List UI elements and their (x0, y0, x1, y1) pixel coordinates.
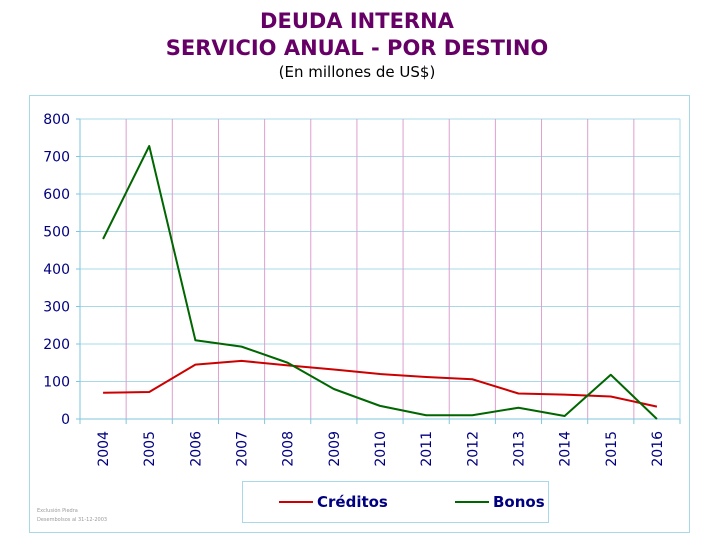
y-tick-label: 200 (43, 337, 70, 353)
y-tick-label: 600 (43, 187, 70, 203)
y-axis-ticks: 0 100 200 300 400 500 600 700 800 (43, 112, 80, 428)
series-lines (102, 145, 658, 420)
y-tick-label: 0 (61, 412, 70, 428)
legend-label-creditos: Créditos (317, 493, 388, 511)
x-tick-label: 2005 (142, 431, 158, 467)
y-tick-label: 100 (43, 375, 70, 391)
series-line-creditos (103, 359, 658, 408)
legend-label-bonos: Bonos (493, 493, 545, 511)
y-tick-label: 700 (43, 150, 70, 166)
y-tick-label: 400 (43, 262, 70, 278)
x-tick-label: 2013 (511, 431, 527, 467)
chart-title-line-2: SERVICIO ANUAL - POR DESTINO (165, 36, 549, 60)
x-tick-label: 2012 (465, 431, 481, 467)
chart-subtitle: (En millones de US$) (278, 63, 436, 81)
series-line-bonos (102, 145, 658, 420)
source-note-line-2: Desembolsos al 31-12-2003 (37, 517, 108, 523)
x-tick-label: 2016 (650, 431, 666, 467)
legend-swatch-creditos (279, 501, 313, 503)
chart-title-line-1: DEUDA INTERNA (260, 9, 454, 33)
chart-frame (29, 95, 690, 533)
x-tick-label: 2014 (558, 431, 574, 467)
x-tick-label: 2006 (188, 431, 204, 467)
x-tick-label: 2009 (327, 431, 343, 467)
x-axis-ticks: 2004 2005 2006 2007 2008 2009 2010 2011 2012 2013… (79, 419, 681, 467)
y-tick-label: 300 (43, 300, 70, 316)
x-tick-label: 2010 (373, 431, 389, 467)
chart-legend: Créditos Bonos (242, 481, 549, 523)
legend-item-bonos: Bonos (455, 482, 545, 522)
source-note-line-1: Exclusión Piedra (37, 508, 78, 514)
chart-title-block: DEUDA INTERNA SERVICIO ANUAL - POR DESTI… (0, 8, 714, 82)
x-tick-label: 2007 (235, 431, 251, 467)
x-tick-label: 2008 (281, 431, 297, 467)
x-tick-label: 2011 (419, 431, 435, 467)
legend-item-creditos: Créditos (279, 482, 388, 522)
chart-grid (80, 118, 680, 419)
x-tick-label: 2004 (96, 431, 112, 467)
y-tick-label: 800 (43, 112, 70, 128)
legend-swatch-bonos (455, 501, 489, 503)
y-tick-label: 500 (43, 225, 70, 241)
x-tick-label: 2015 (604, 431, 620, 467)
